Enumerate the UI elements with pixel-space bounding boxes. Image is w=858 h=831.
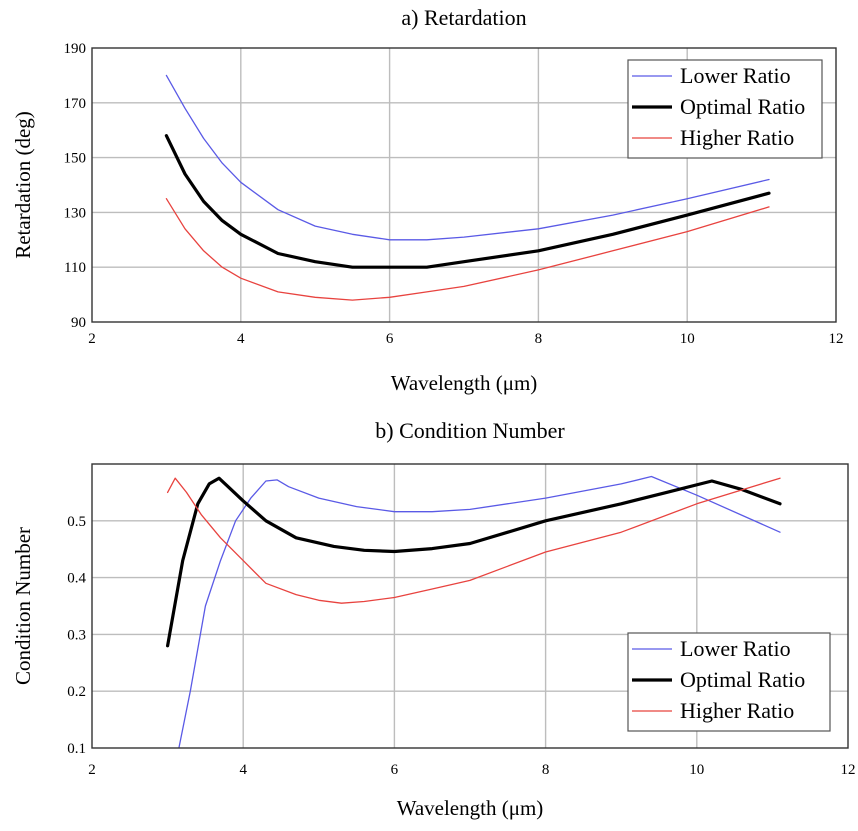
y-tick-label: 150 xyxy=(64,151,87,167)
y-tick-label: 170 xyxy=(64,96,87,112)
x-tick-label: 8 xyxy=(535,331,543,347)
legend-label: Higher Ratio xyxy=(680,698,794,723)
x-tick-label: 4 xyxy=(239,762,247,778)
chart-title: b) Condition Number xyxy=(375,418,565,443)
x-tick-label: 2 xyxy=(88,762,96,778)
series-line-lower-ratio xyxy=(165,74,770,241)
y-tick-label: 110 xyxy=(64,260,86,276)
x-tick-label: 12 xyxy=(829,331,844,347)
x-tick-label: 12 xyxy=(841,762,856,778)
legend-label: Optimal Ratio xyxy=(680,667,805,692)
y-tick-label: 0.1 xyxy=(67,741,86,757)
x-axis-label: Wavelength (μm) xyxy=(391,371,538,395)
x-axis-label: Wavelength (μm) xyxy=(397,796,544,820)
chart-retardation: a) Retardation 2 4 6 8 10 12 90 110 130 150 170 190 W… xyxy=(11,5,844,395)
x-tick-label: 4 xyxy=(237,331,245,347)
series-line-optimal-ratio xyxy=(166,476,782,648)
legend: Lower Ratio Optimal Ratio Higher Ratio xyxy=(627,59,823,159)
x-tick-label: 10 xyxy=(689,762,704,778)
y-tick-label: 190 xyxy=(64,41,87,57)
chart-condition-number: b) Condition Number 2 4 6 8 10 12 0.1 0.2 0.3 0.4 0… xyxy=(11,418,856,820)
x-tick-label: 10 xyxy=(680,331,695,347)
series-line-higher-ratio xyxy=(166,477,781,604)
y-axis-label: Retardation (deg) xyxy=(11,111,35,259)
y-tick-label: 130 xyxy=(64,205,87,221)
x-tick-label: 6 xyxy=(391,762,399,778)
legend-label: Lower Ratio xyxy=(680,636,791,661)
y-tick-label: 0.2 xyxy=(67,684,86,700)
legend: Lower Ratio Optimal Ratio Higher Ratio xyxy=(627,632,831,732)
y-axis-label: Condition Number xyxy=(11,527,35,685)
legend-label: Lower Ratio xyxy=(680,63,791,88)
series-line-optimal-ratio xyxy=(164,134,771,269)
y-tick-label: 0.3 xyxy=(67,627,86,643)
series-line-higher-ratio xyxy=(165,198,770,301)
y-tick-label: 0.5 xyxy=(67,514,86,530)
chart-title: a) Retardation xyxy=(401,5,526,30)
series-line-lower-ratio xyxy=(178,475,781,748)
y-tick-label: 90 xyxy=(71,315,86,331)
x-tick-label: 6 xyxy=(386,331,394,347)
plot-frame xyxy=(91,463,849,749)
x-tick-label: 2 xyxy=(88,331,96,347)
y-tick-label: 0.4 xyxy=(67,571,86,587)
legend-label: Higher Ratio xyxy=(680,125,794,150)
x-tick-label: 8 xyxy=(542,762,550,778)
plot-frame xyxy=(91,47,837,323)
legend-label: Optimal Ratio xyxy=(680,94,805,119)
